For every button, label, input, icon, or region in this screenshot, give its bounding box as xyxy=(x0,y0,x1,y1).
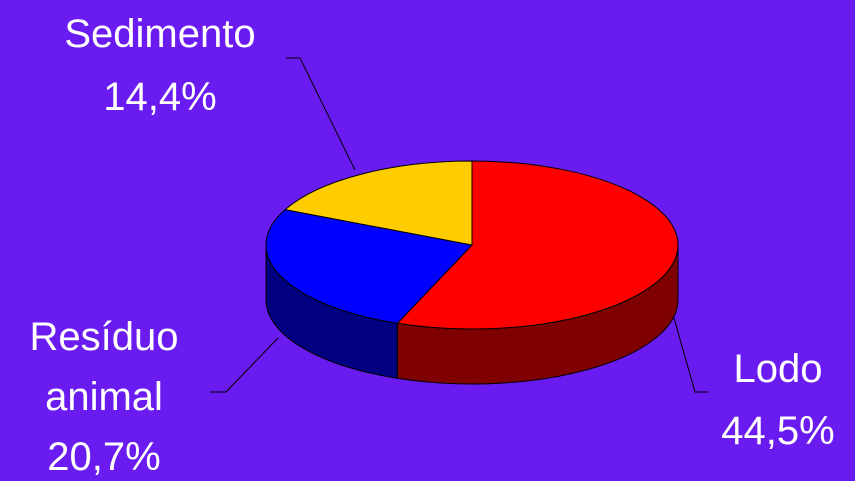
label-residuo-name-line1: Resíduo xyxy=(30,315,179,359)
leader-line-sedimento xyxy=(286,57,356,171)
label-lodo-name: Lodo xyxy=(734,347,823,391)
label-sedimento-value: 14,4% xyxy=(103,75,216,119)
pie-slice-residuo-animal xyxy=(265,209,473,324)
pie-slice-lodo xyxy=(396,160,679,330)
label-residuo-value: 20,7% xyxy=(47,435,160,479)
leader-line-lodo xyxy=(673,317,708,393)
pie-slice-sedimento xyxy=(284,160,473,246)
label-sedimento-name: Sedimento xyxy=(64,12,255,56)
label-lodo-value: 44,5% xyxy=(721,409,834,453)
leader-line-residuo xyxy=(210,337,279,393)
pie-tops xyxy=(265,160,679,330)
label-residuo-name-line2: animal xyxy=(45,375,163,419)
